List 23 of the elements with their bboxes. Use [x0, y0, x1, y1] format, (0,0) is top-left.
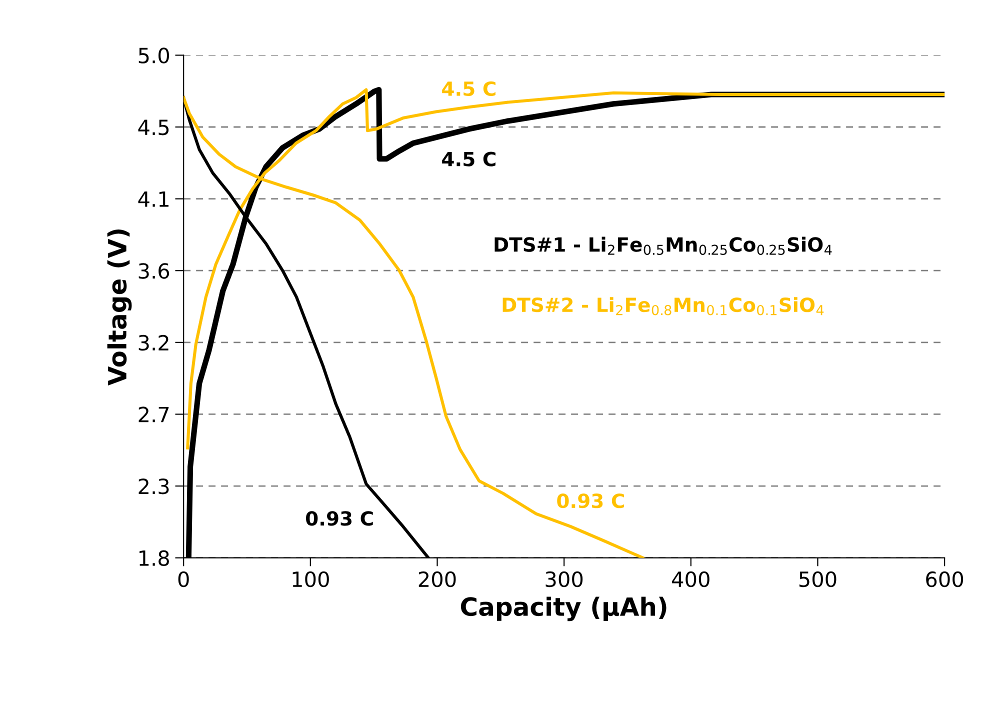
x-tick-label: 0 [178, 571, 189, 588]
y-tick-label: 1.8 [140, 550, 169, 566]
x-tick-label: 400 [672, 571, 710, 588]
y-tick-label: 4.5 [138, 120, 169, 136]
text: DTS#2 - Li$_{2}$Fe$_{0.8}$Mn$_{0.1}$Co$_{0.1}$SiO$_{4}$ [502, 297, 824, 316]
text: DTS#1 - Li$_{2}$Fe$_{0.5}$Mn$_{0.25}$Co$_{0.25}$SiO$_{4}$ [494, 236, 832, 255]
annotation: 0.93 C [306, 511, 373, 526]
y-tick-label: 5.0 [138, 48, 170, 64]
y-tick-label: 4.1 [138, 192, 168, 207]
x-tick-label: 500 [799, 571, 836, 588]
y-axis-title: Voltage (V) [107, 230, 132, 386]
annotation: 0.93 C [557, 493, 624, 508]
y-tick-label: 2.3 [138, 478, 169, 494]
x-tick-label: 100 [292, 571, 329, 588]
x-tick-label: 200 [418, 571, 456, 588]
x-tick-label: 300 [546, 571, 583, 588]
x-tick-label: 600 [926, 571, 964, 588]
y-tick-label: 2.7 [138, 406, 169, 422]
annotation: 4.5 C [442, 81, 496, 96]
y-tick-label: 3.6 [138, 263, 170, 279]
annotation: 4.5 C [442, 152, 496, 166]
x-axis-title: Capacity (µAh) [460, 596, 666, 622]
y-tick-label: 3.2 [138, 334, 168, 351]
